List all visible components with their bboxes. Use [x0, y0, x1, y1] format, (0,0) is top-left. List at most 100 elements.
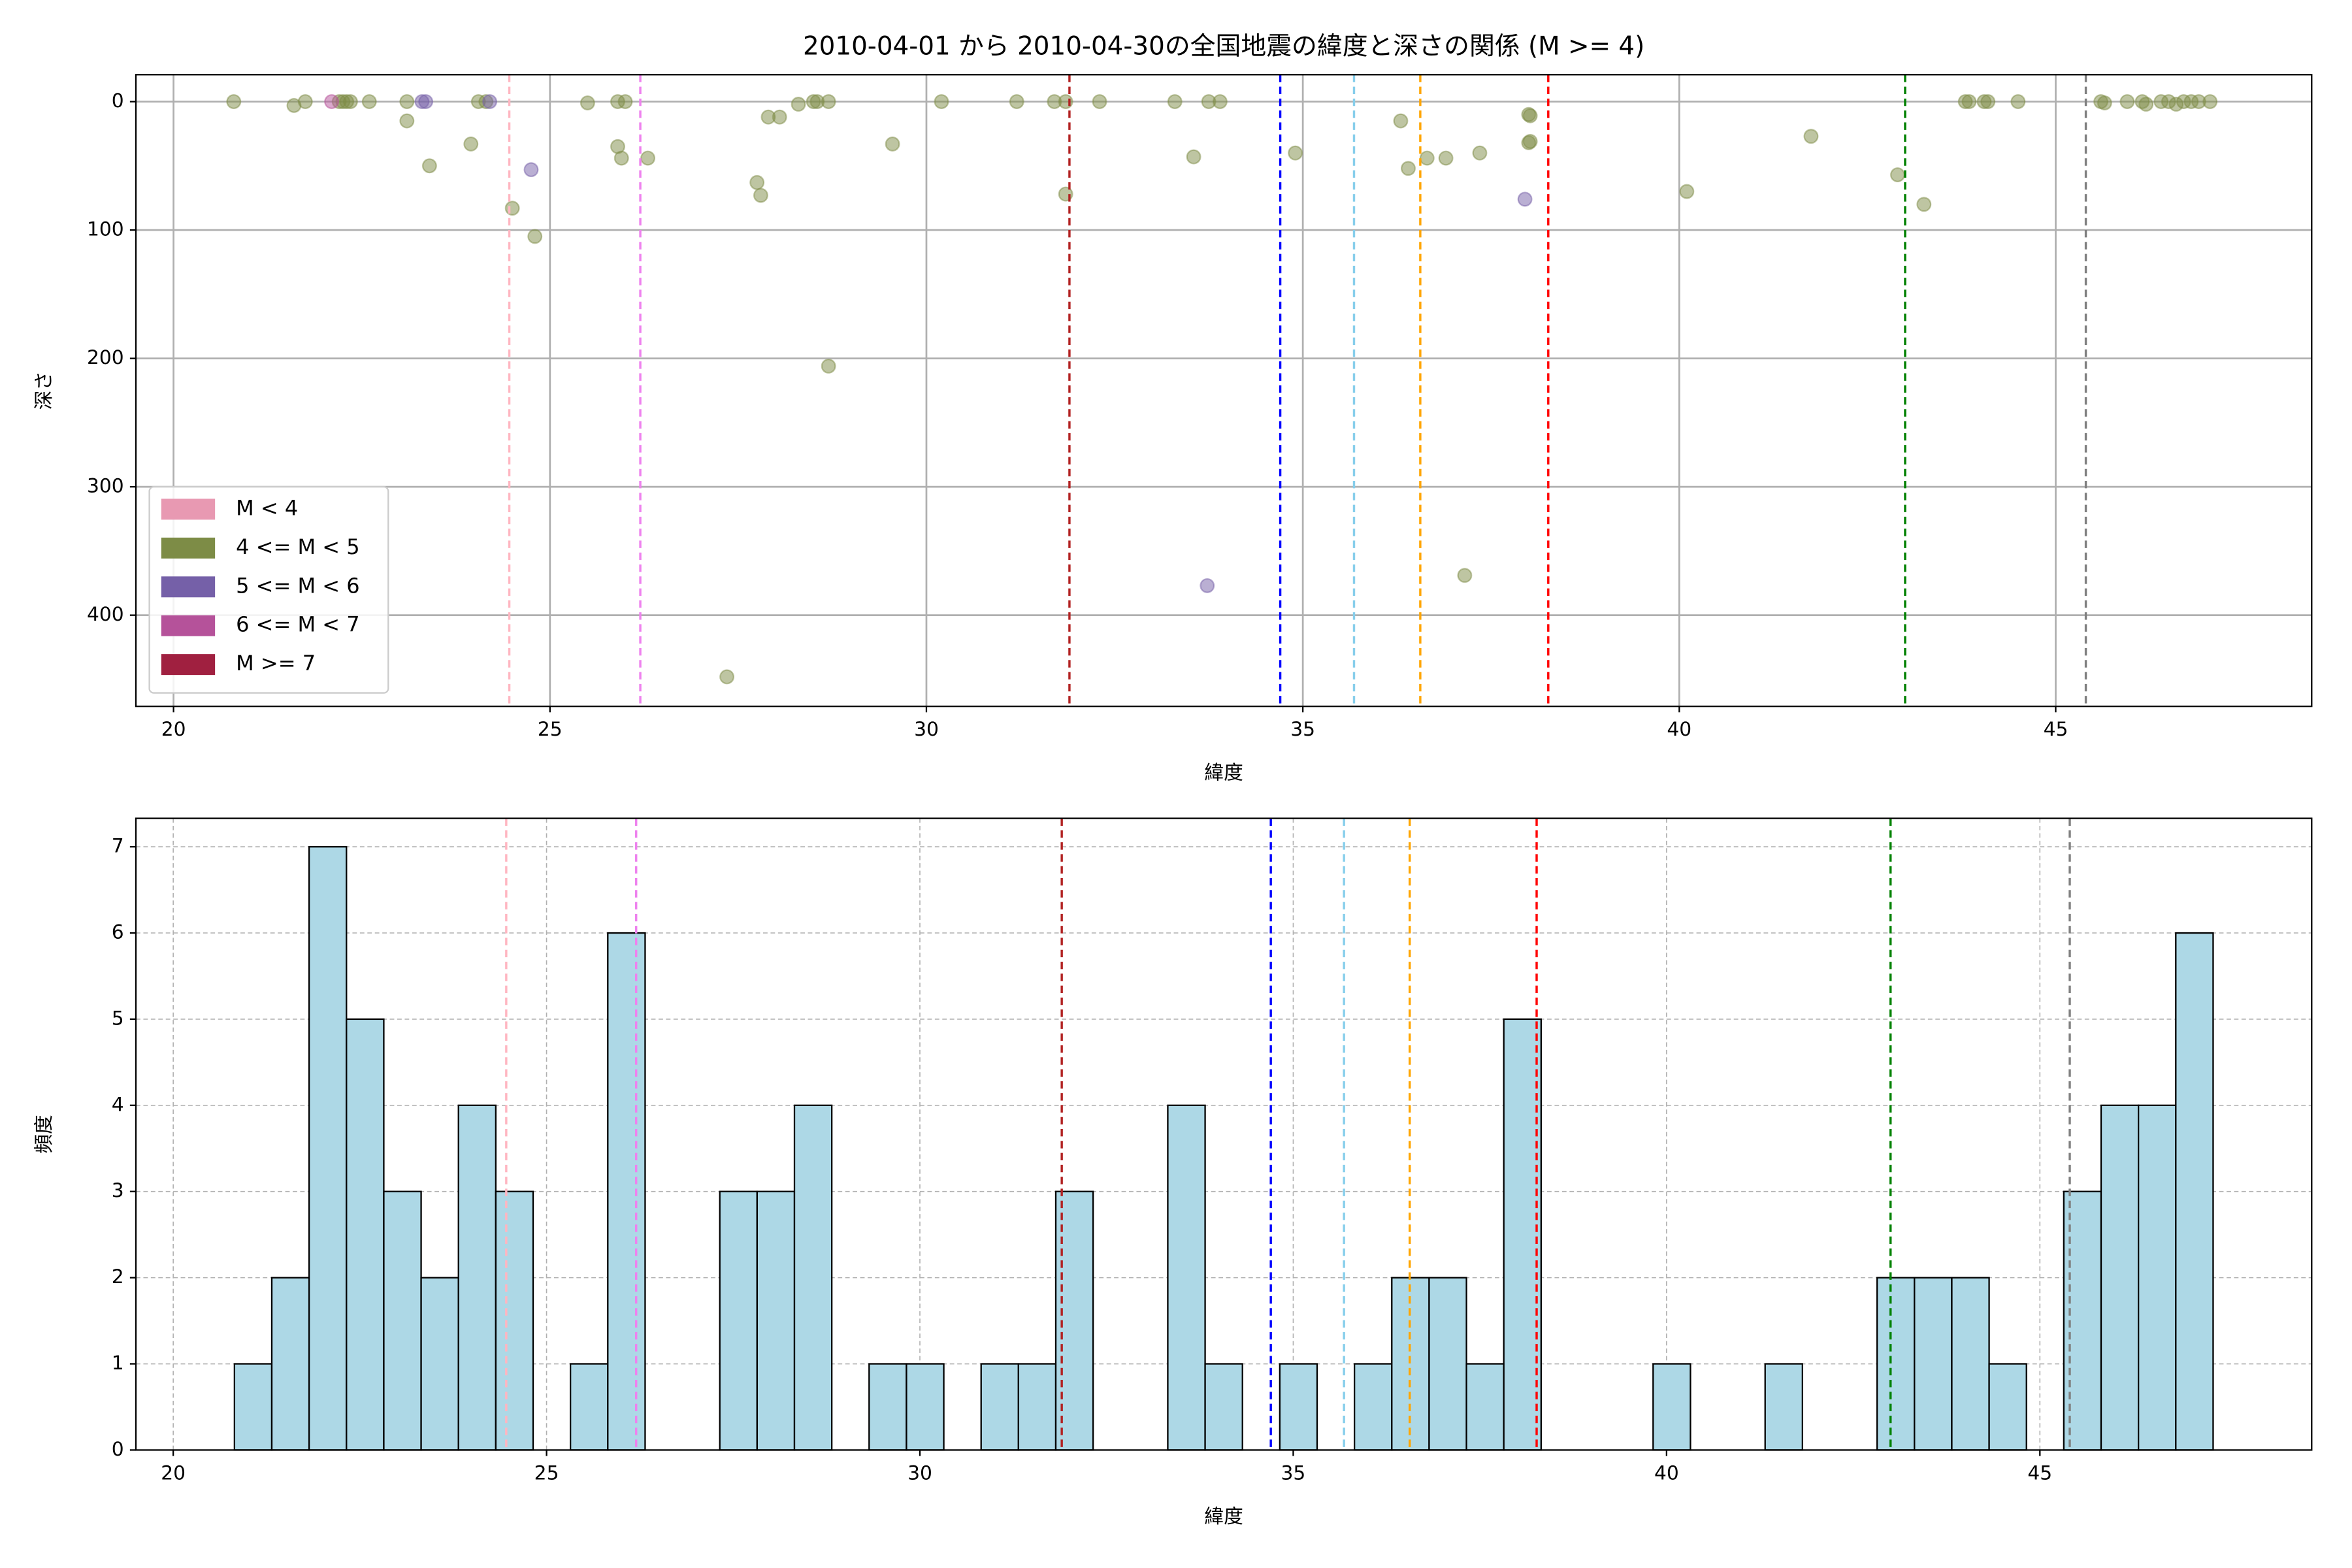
point — [1679, 184, 1695, 199]
point — [1916, 197, 1932, 212]
bar — [495, 1190, 534, 1451]
y-tick-label: 1 — [112, 1352, 124, 1375]
legend-label: 5 <= M < 6 — [236, 573, 359, 598]
point — [1419, 150, 1435, 166]
bar — [308, 845, 348, 1451]
point — [399, 113, 415, 129]
point — [2202, 94, 2218, 109]
legend-label: 6 <= M < 7 — [236, 612, 359, 637]
point — [2119, 94, 2135, 109]
point — [1472, 145, 1488, 161]
point — [1212, 94, 1228, 109]
x-tick-label: 25 — [534, 1462, 559, 1484]
bar — [420, 1277, 459, 1451]
point — [885, 136, 900, 152]
legend-label: M >= 7 — [236, 651, 316, 676]
point — [1288, 145, 1303, 161]
bar — [2137, 1104, 2177, 1451]
bar — [980, 1363, 1019, 1451]
bar — [1428, 1277, 1467, 1451]
x-tick-label: 20 — [161, 718, 186, 741]
point — [1009, 94, 1024, 109]
x-tick-label: 30 — [907, 1462, 932, 1484]
bar — [1876, 1277, 1916, 1451]
point — [934, 94, 949, 109]
bar — [2100, 1104, 2140, 1451]
y-tick-label: 4 — [112, 1093, 124, 1116]
bar — [1652, 1363, 1691, 1451]
bar — [1988, 1363, 2027, 1451]
legend-swatch — [161, 537, 216, 559]
point — [342, 94, 358, 109]
point — [1167, 94, 1183, 109]
bar — [1167, 1104, 1206, 1451]
point — [226, 94, 242, 109]
point — [1522, 134, 1538, 149]
point — [482, 94, 498, 109]
y-tick-label: 2 — [112, 1266, 124, 1288]
bar — [457, 1104, 497, 1451]
bar — [1503, 1018, 1542, 1451]
x-axis-label: 緯度 — [1204, 1505, 1243, 1528]
point — [2010, 94, 2026, 109]
point — [1401, 161, 1416, 176]
point — [1186, 149, 1201, 165]
bar — [2175, 932, 2214, 1451]
y-tick-label: 7 — [112, 835, 124, 858]
bar — [1204, 1363, 1243, 1451]
legend-swatch — [161, 654, 216, 676]
bar — [383, 1190, 422, 1451]
point — [324, 94, 340, 109]
chart-title: 2010-04-01 から 2010-04-30の全国地震の緯度と深さの関係 (… — [803, 32, 1644, 61]
point — [821, 358, 836, 374]
bar — [756, 1190, 796, 1451]
x-tick-label: 45 — [2027, 1462, 2052, 1484]
bar — [868, 1363, 907, 1451]
point — [1803, 129, 1819, 144]
point — [1457, 568, 1473, 583]
point — [1200, 578, 1215, 593]
legend-label: 4 <= M < 5 — [236, 534, 359, 559]
point — [749, 174, 765, 190]
x-tick-label: 20 — [161, 1462, 186, 1484]
point — [1438, 150, 1454, 166]
point — [1393, 113, 1409, 129]
bar — [570, 1363, 609, 1451]
point — [791, 97, 806, 112]
legend-swatch — [161, 615, 216, 636]
point — [523, 162, 539, 178]
y-tick-label: 5 — [112, 1007, 124, 1030]
point — [1890, 167, 1905, 182]
x-tick-label: 35 — [1290, 718, 1315, 741]
legend-swatch — [161, 576, 216, 598]
y-tick-label: 0 — [112, 1438, 124, 1461]
bar — [719, 1190, 758, 1451]
y-tick-label: 300 — [87, 475, 124, 498]
point — [418, 94, 434, 109]
point — [1517, 191, 1533, 207]
y-tick-label: 6 — [112, 921, 124, 944]
bar — [1914, 1277, 1953, 1451]
point — [527, 229, 543, 244]
plot-frame — [135, 817, 2313, 1451]
bar — [346, 1018, 385, 1451]
point — [1961, 94, 1977, 109]
x-tick-label: 25 — [538, 718, 563, 741]
bar — [1465, 1363, 1505, 1451]
x-tick-label: 40 — [1667, 718, 1691, 741]
point — [2138, 97, 2154, 112]
x-axis-label: 緯度 — [1204, 761, 1243, 784]
point — [399, 94, 415, 109]
bar — [1951, 1277, 1990, 1451]
x-tick-label: 40 — [1654, 1462, 1679, 1484]
point — [1092, 94, 1107, 109]
point — [613, 150, 629, 166]
point — [361, 94, 377, 109]
point — [504, 201, 520, 216]
bar — [1354, 1363, 1393, 1451]
bar — [1764, 1363, 1803, 1451]
point — [640, 150, 656, 166]
y-tick-label: 200 — [87, 346, 124, 369]
